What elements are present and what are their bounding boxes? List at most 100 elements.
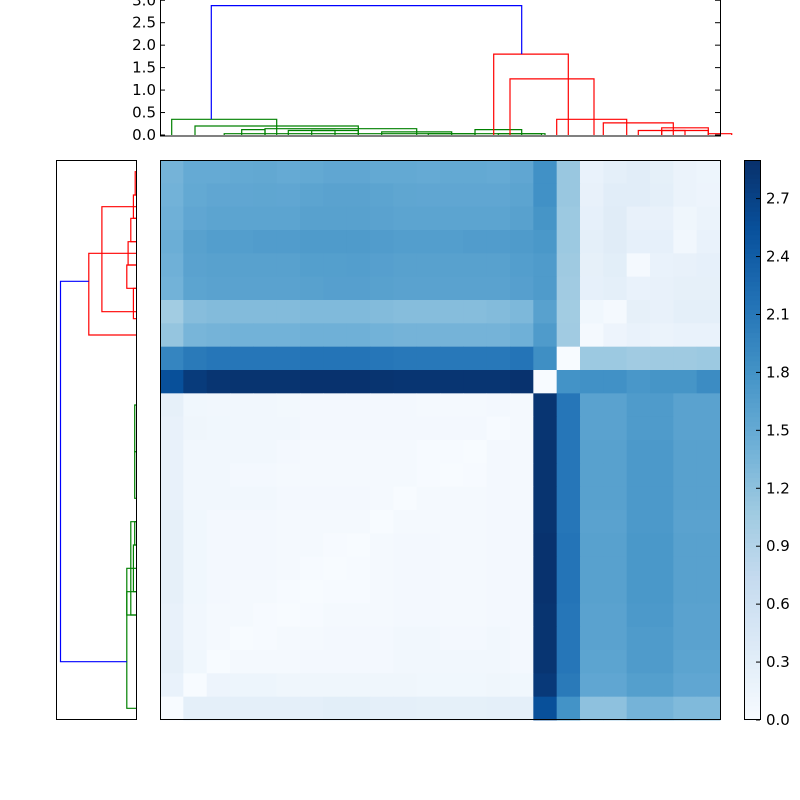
colorbar-segment <box>744 654 760 660</box>
heatmap-cell <box>276 673 301 698</box>
heatmap-cell <box>300 370 324 394</box>
heatmap-cell <box>346 673 371 698</box>
heatmap-cell <box>230 463 254 488</box>
colorbar-segment <box>744 346 760 352</box>
heatmap-cell <box>393 183 418 208</box>
heatmap-cell <box>696 696 721 721</box>
heatmap-cell <box>416 440 441 464</box>
colorbar-segment <box>744 211 760 217</box>
heatmap-cell <box>416 370 441 394</box>
heatmap-cell <box>300 416 324 441</box>
heatmap-cell <box>440 183 464 208</box>
colorbar-segment <box>744 398 760 404</box>
heatmap-cell <box>253 463 278 488</box>
heatmap-cell <box>510 323 534 348</box>
colorbar-segment <box>744 267 760 273</box>
colorbar-segment <box>744 379 760 385</box>
heatmap-cell <box>183 626 208 651</box>
heatmap-cell <box>510 160 534 184</box>
heatmap-cell <box>160 393 184 418</box>
top-dendrogram <box>171 4 733 135</box>
heatmap-cell <box>626 370 651 394</box>
left-dendrogram-link <box>126 264 136 289</box>
colorbar-tick-label: 0.3 <box>766 653 790 671</box>
colorbar-segment <box>744 290 760 296</box>
heatmap-cell <box>323 276 348 301</box>
heatmap-cell <box>323 696 348 721</box>
colorbar-segment <box>744 281 760 287</box>
heatmap-cell <box>673 486 698 511</box>
heatmap-cell <box>183 370 208 394</box>
heatmap-cell <box>183 393 208 418</box>
heatmap-cell <box>276 253 301 278</box>
heatmap-cell <box>416 696 441 721</box>
heatmap-cell <box>626 300 651 324</box>
colorbar-segment <box>744 328 760 334</box>
colorbar-segment <box>744 272 760 278</box>
heatmap-cell <box>253 370 278 394</box>
heatmap-cell <box>650 440 674 464</box>
colorbar-segment <box>744 332 760 338</box>
colorbar-segment <box>744 472 760 478</box>
heatmap-cell <box>183 206 208 231</box>
heatmap-cell <box>463 276 488 301</box>
top-dendrogram-link <box>287 129 336 135</box>
heatmap-cell <box>393 370 418 394</box>
colorbar-segment <box>744 360 760 366</box>
heatmap-cell <box>230 230 254 254</box>
heatmap-cell <box>463 650 488 674</box>
colorbar-segment <box>744 449 760 455</box>
heatmap-cell <box>440 206 464 231</box>
colorbar-segment <box>744 337 760 343</box>
heatmap-cell <box>463 580 488 604</box>
heatmap-cell <box>510 650 534 674</box>
colorbar-segment <box>744 374 760 380</box>
heatmap-frame <box>160 160 721 720</box>
top-dendrogram-link <box>661 127 709 135</box>
heatmap-cell <box>323 300 348 324</box>
top-dendrogram-link <box>474 129 523 135</box>
heatmap-cell <box>230 346 254 371</box>
heatmap-cell <box>673 440 698 464</box>
heatmap-cell <box>276 650 301 674</box>
heatmap-cell <box>673 673 698 698</box>
heatmap-cell <box>556 603 581 628</box>
heatmap-cell <box>276 393 301 418</box>
heatmap-cell <box>696 416 721 441</box>
heatmap-cell <box>486 253 511 278</box>
heatmap-cell <box>650 673 674 698</box>
heatmap-cell <box>393 510 418 534</box>
heatmap-cell <box>416 580 441 604</box>
heatmap-cell <box>393 696 418 721</box>
heatmap-cell <box>463 626 488 651</box>
heatmap-cell <box>556 463 581 488</box>
heatmap-cell <box>626 346 651 371</box>
heatmap-cell <box>346 510 371 534</box>
colorbar-segment <box>744 342 760 348</box>
heatmap-cell <box>160 370 184 394</box>
colorbar-segment <box>744 519 760 525</box>
heatmap-cell <box>276 183 301 208</box>
heatmap-cell <box>206 440 231 464</box>
heatmap-cell <box>556 276 581 301</box>
colorbar-segment <box>744 482 760 488</box>
heatmap-cell <box>206 533 231 558</box>
heatmap-cell <box>183 603 208 628</box>
heatmap-cell <box>486 393 511 418</box>
heatmap-cell <box>533 603 558 628</box>
heatmap-cell <box>533 696 558 721</box>
heatmap-cell <box>580 510 604 534</box>
left-dendrogram-link <box>134 404 136 453</box>
heatmap-cell <box>556 440 581 464</box>
heatmap-cell <box>416 276 441 301</box>
heatmap-cell <box>323 603 348 628</box>
heatmap-cell <box>510 253 534 278</box>
heatmap-cell <box>556 300 581 324</box>
heatmap-cell <box>580 183 604 208</box>
heatmap-cell <box>416 673 441 698</box>
heatmap-cell <box>253 673 278 698</box>
left-dendrogram <box>59 171 136 709</box>
heatmap-cell <box>626 463 651 488</box>
colorbar-segment <box>744 192 760 198</box>
heatmap-cell <box>300 650 324 674</box>
